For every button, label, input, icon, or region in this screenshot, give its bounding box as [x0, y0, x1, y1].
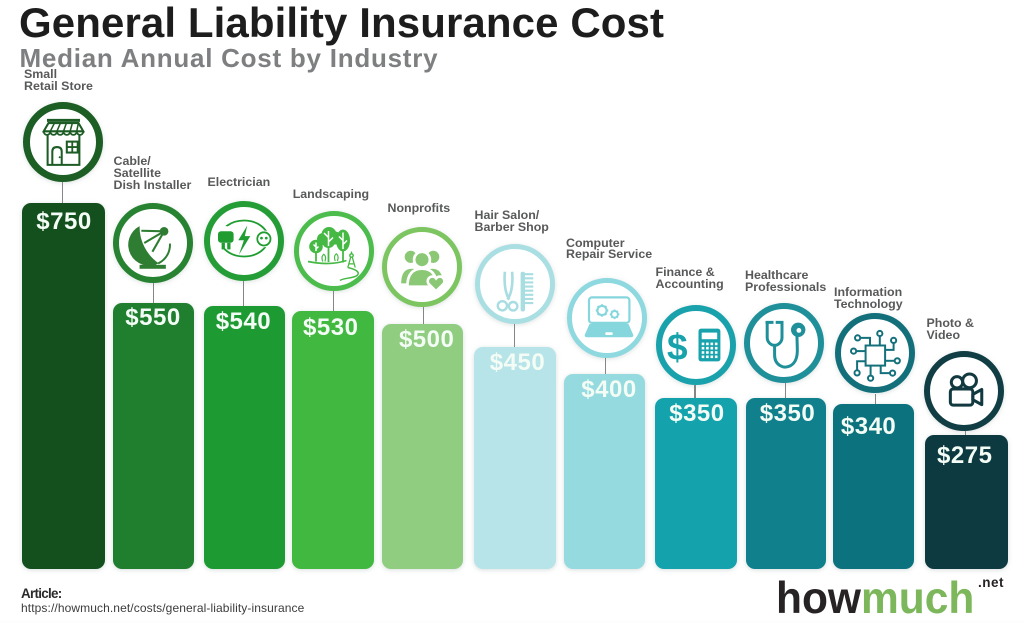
- svg-text:$: $: [667, 326, 688, 367]
